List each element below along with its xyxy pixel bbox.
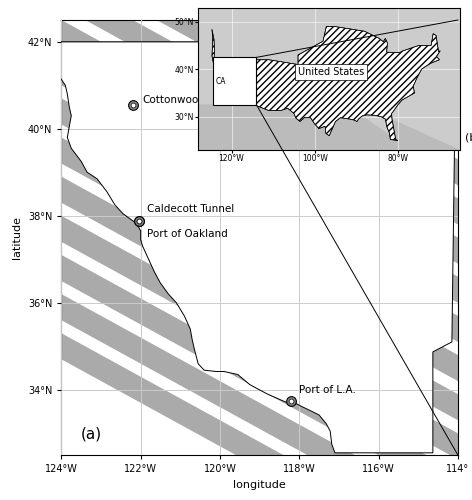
Polygon shape bbox=[212, 26, 440, 140]
Polygon shape bbox=[53, 42, 456, 453]
Polygon shape bbox=[0, 20, 283, 455]
Polygon shape bbox=[371, 20, 472, 455]
Text: Port of L.A.: Port of L.A. bbox=[299, 385, 356, 395]
Polygon shape bbox=[0, 20, 426, 455]
Polygon shape bbox=[0, 20, 472, 455]
Text: Port of Oakland: Port of Oakland bbox=[147, 229, 228, 239]
Polygon shape bbox=[198, 104, 460, 150]
Polygon shape bbox=[0, 20, 355, 455]
Polygon shape bbox=[299, 20, 472, 455]
Text: (a): (a) bbox=[81, 427, 102, 442]
Y-axis label: latitude: latitude bbox=[12, 216, 22, 259]
Polygon shape bbox=[85, 20, 472, 455]
Text: Caldecott Tunnel: Caldecott Tunnel bbox=[147, 204, 234, 214]
Text: United States: United States bbox=[298, 66, 364, 76]
Polygon shape bbox=[442, 20, 472, 455]
Polygon shape bbox=[14, 20, 472, 455]
Polygon shape bbox=[157, 20, 472, 455]
Polygon shape bbox=[0, 20, 472, 455]
Text: (b): (b) bbox=[465, 133, 472, 143]
Polygon shape bbox=[0, 20, 472, 455]
Polygon shape bbox=[0, 20, 472, 455]
Polygon shape bbox=[0, 20, 472, 455]
Text: Cottonwood: Cottonwood bbox=[143, 96, 205, 106]
X-axis label: longitude: longitude bbox=[233, 480, 286, 490]
Text: CA: CA bbox=[216, 76, 227, 86]
Polygon shape bbox=[228, 20, 472, 455]
Bar bbox=[213, 58, 256, 105]
